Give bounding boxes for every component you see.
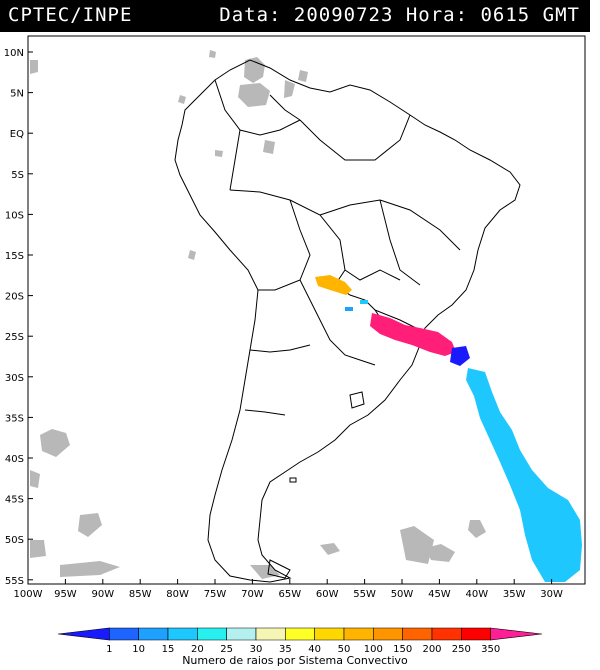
lat-label: 5N: [10, 89, 24, 100]
lat-label: EQ: [10, 129, 24, 140]
lon-label: 95W: [54, 589, 77, 600]
lat-label: 20S: [5, 292, 24, 303]
colorbar-swatch: [490, 627, 543, 641]
lon-label: 60W: [316, 589, 339, 600]
colorbar-swatch: [255, 627, 286, 641]
date-time-label: Data: 20090723 Hora: 0615 GMT: [219, 4, 580, 26]
lat-label: 30S: [5, 373, 24, 384]
lat-label: 45S: [5, 495, 24, 506]
colorbar-swatch: [461, 627, 491, 641]
latitude-labels: 10N 5N EQ 5S 10S 15S 20S 25S 30S 35S 40S 45S 50S 55S: [4, 48, 33, 587]
colorbar-tick-label: 40: [308, 644, 321, 655]
colorbar-swatch: [402, 627, 433, 641]
colorbar-swatch: [343, 627, 374, 641]
colorbar-tick-label: 50: [338, 644, 351, 655]
lon-label: 45W: [428, 589, 451, 600]
lon-label: 100W: [14, 589, 43, 600]
colorbar-swatch: [431, 627, 462, 641]
colorbar-tick-label: 200: [422, 644, 441, 655]
colorbar-tick-label: 15: [162, 644, 175, 655]
lon-label: 55W: [353, 589, 376, 600]
colorbar-swatch: [285, 627, 315, 641]
lon-label: 35W: [503, 589, 526, 600]
lat-label: 5S: [11, 170, 24, 181]
lat-label: 50S: [5, 535, 24, 546]
colorbar-swatch: [197, 627, 227, 641]
colorbar-tick-label: 10: [132, 644, 145, 655]
lat-label: 10N: [4, 48, 24, 59]
map-frame: [27, 35, 586, 585]
lightning-cluster-orange: [315, 275, 352, 295]
longitude-labels: 100W 95W 90W 85W 80W 75W 70W 65W 60W 55W 50W 45W 40W…: [14, 579, 563, 600]
lon-label: 30W: [540, 589, 563, 600]
colorbar-tick-label: 100: [364, 644, 383, 655]
colorbar-tick-label: 35: [279, 644, 292, 655]
colorbar-swatch: [167, 627, 198, 641]
lon-label: 80W: [166, 589, 189, 600]
colorbar-tick-label: 150: [393, 644, 412, 655]
colorbar-tick-label: 30: [250, 644, 263, 655]
colorbar-swatch: [138, 627, 169, 641]
lat-label: 40S: [5, 454, 24, 465]
map-header: CPTEC/INPE Data: 20090723 Hora: 0615 GMT: [0, 0, 590, 32]
lat-label: 15S: [5, 251, 24, 262]
colorbar-swatch: [57, 627, 110, 641]
lon-label: 70W: [241, 589, 264, 600]
lat-label: 35S: [5, 413, 24, 424]
colorbar-swatch: [373, 627, 403, 641]
colorbar-swatch: [314, 627, 345, 641]
lightning-cluster-cyan: [466, 368, 582, 582]
colorbar-title: Numero de raios por Sistema Convectivo: [182, 654, 408, 667]
colorbar-tick-label: 350: [481, 644, 500, 655]
colorbar-tick-label: 20: [191, 644, 204, 655]
lon-label: 90W: [91, 589, 114, 600]
colorbar-swatch: [226, 627, 257, 641]
lat-label: 10S: [5, 210, 24, 221]
colorbar-tick-label: 25: [220, 644, 233, 655]
lon-label: 75W: [204, 589, 227, 600]
lightning-map: 10N5NEQ5S10S15S20S25S30S35S40S45S50S55S …: [4, 35, 586, 667]
lon-label: 40W: [465, 589, 488, 600]
lat-label: 25S: [5, 332, 24, 343]
colorbar: 1 10 15 20 25 30 35 40 50 100 150 200 250 350: [57, 627, 543, 655]
colorbar-swatch: [109, 627, 139, 641]
lon-label: 65W: [278, 589, 301, 600]
lightning-cluster-pink: [370, 313, 456, 356]
colorbar-tick-label: 1: [106, 644, 112, 655]
lightning-cluster-blue: [450, 346, 470, 366]
source-label: CPTEC/INPE: [8, 4, 133, 26]
lon-label: 85W: [129, 589, 152, 600]
lon-label: 50W: [391, 589, 414, 600]
continent-outline: [174, 59, 521, 583]
lat-label: 55S: [5, 576, 24, 587]
colorbar-tick-label: 250: [452, 644, 471, 655]
